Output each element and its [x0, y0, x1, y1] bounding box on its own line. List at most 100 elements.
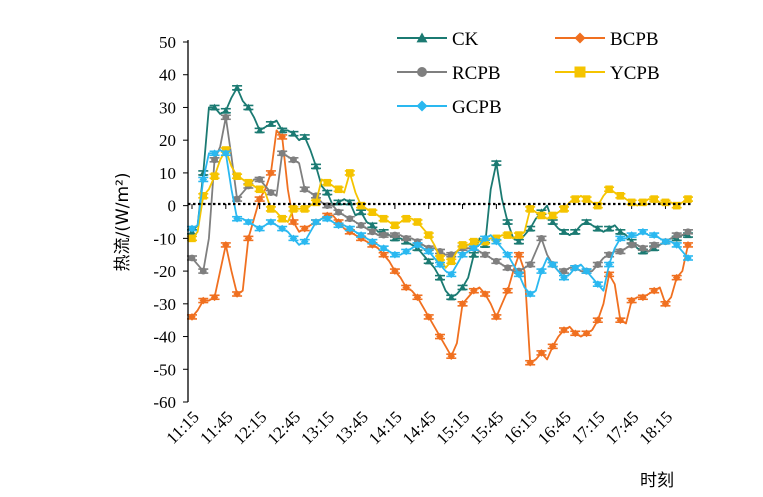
- y-tick-label: 30: [159, 98, 176, 117]
- series-line: [191, 129, 689, 364]
- data-point: [548, 260, 557, 269]
- data-point: [346, 169, 354, 177]
- data-point: [605, 251, 613, 259]
- data-point: [290, 156, 297, 164]
- data-point: [447, 257, 456, 266]
- data-point: [684, 228, 692, 236]
- data-point: [548, 342, 557, 351]
- data-point: [458, 300, 467, 308]
- data-point: [436, 273, 444, 281]
- data-point: [391, 231, 399, 239]
- data-point: [594, 261, 602, 268]
- data-point: [255, 126, 264, 134]
- series-layer: [187, 84, 693, 367]
- y-tick-label: 20: [159, 131, 176, 150]
- data-point: [244, 218, 253, 226]
- data-point: [684, 254, 692, 262]
- data-point: [255, 195, 264, 203]
- data-point: [548, 218, 557, 226]
- legend-label: YCPB: [610, 63, 660, 84]
- data-point: [346, 215, 354, 223]
- data-point: [379, 244, 388, 252]
- data-point: [639, 244, 647, 252]
- data-point: [470, 237, 478, 246]
- data-point: [673, 231, 681, 239]
- data-point: [560, 267, 568, 275]
- data-point: [289, 129, 298, 137]
- x-tick-label: 16:45: [534, 407, 575, 448]
- data-point: [661, 300, 670, 308]
- y-tick-label: -20: [153, 262, 176, 281]
- x-tick-label: 16:15: [500, 407, 541, 448]
- data-point: [650, 231, 658, 239]
- data-point: [233, 84, 241, 91]
- data-point: [582, 329, 591, 338]
- data-point: [357, 221, 365, 229]
- data-point: [436, 260, 444, 269]
- data-point: [244, 234, 253, 243]
- data-point: [571, 329, 580, 338]
- data-point: [244, 103, 253, 111]
- data-point: [582, 267, 591, 275]
- y-tick-label: 40: [159, 66, 176, 85]
- data-point: [672, 273, 681, 282]
- data-point: [256, 176, 264, 183]
- x-tick-label: 14:45: [399, 407, 440, 448]
- legend-item-gcpb: GCPB: [397, 97, 502, 118]
- x-tick-label: 13:45: [331, 407, 372, 448]
- data-point: [233, 214, 241, 223]
- data-point: [661, 237, 670, 246]
- data-point: [300, 237, 309, 246]
- data-point: [267, 205, 275, 213]
- data-point: [233, 172, 241, 180]
- data-point: [538, 234, 545, 242]
- data-point: [424, 257, 433, 265]
- data-point: [424, 231, 433, 239]
- data-point: [199, 175, 208, 184]
- data-point: [391, 221, 399, 230]
- y-tick-label: 50: [159, 33, 176, 52]
- data-point: [267, 218, 275, 226]
- x-tick-label: 13:15: [297, 407, 338, 448]
- data-point: [627, 231, 636, 239]
- data-point: [267, 169, 275, 177]
- legend-label: BCPB: [610, 29, 659, 50]
- data-point: [312, 218, 320, 226]
- data-point: [188, 224, 196, 233]
- data-point: [582, 195, 591, 203]
- data-point: [416, 100, 428, 112]
- y-tick-label: 10: [159, 164, 176, 183]
- data-point: [188, 254, 196, 262]
- data-point: [416, 32, 428, 43]
- data-point: [278, 224, 286, 233]
- data-point: [289, 205, 298, 213]
- data-point: [684, 195, 692, 203]
- y-tick-label: -30: [153, 295, 176, 314]
- data-point: [515, 250, 523, 259]
- data-point: [278, 133, 286, 141]
- data-point: [616, 192, 625, 200]
- data-point: [560, 273, 568, 282]
- y-axis-title: 热流/(W/m²): [113, 173, 133, 272]
- data-point: [199, 296, 208, 305]
- data-point: [210, 103, 219, 111]
- data-point: [639, 293, 647, 302]
- data-point: [335, 208, 342, 216]
- data-point: [515, 270, 523, 279]
- data-point: [312, 198, 320, 207]
- data-point: [222, 149, 230, 158]
- data-point: [537, 211, 546, 220]
- data-point: [323, 178, 332, 187]
- data-point: [481, 290, 489, 298]
- data-point: [323, 214, 332, 223]
- legend-label: GCPB: [452, 97, 502, 118]
- axes: [187, 40, 692, 402]
- data-point: [402, 247, 410, 256]
- data-point: [650, 241, 658, 249]
- x-tick-label: 17:45: [602, 407, 643, 448]
- data-point: [537, 267, 546, 275]
- data-point: [574, 32, 586, 44]
- data-point: [526, 224, 534, 232]
- data-point: [211, 156, 218, 164]
- data-point: [233, 290, 241, 298]
